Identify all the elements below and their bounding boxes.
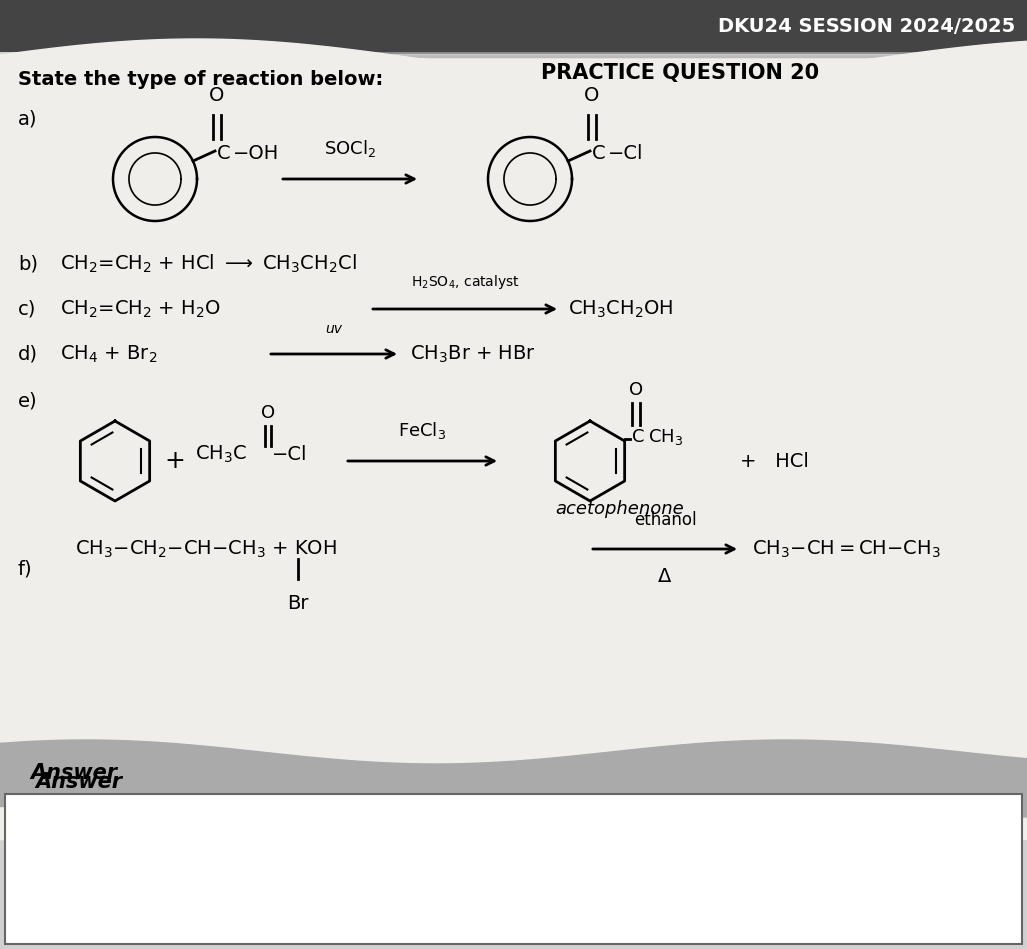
Text: −Cl: −Cl	[272, 444, 307, 463]
Text: Br: Br	[288, 594, 309, 613]
Text: CH$_2$=CH$_2$ + HCl $\longrightarrow$ CH$_3$CH$_2$Cl: CH$_2$=CH$_2$ + HCl $\longrightarrow$ CH…	[60, 252, 356, 275]
Text: e): e)	[18, 392, 38, 411]
Text: CH$_3$: CH$_3$	[648, 427, 683, 447]
Bar	[0, 59, 1027, 759]
Text: O: O	[584, 86, 600, 105]
Text: +   HCl: + HCl	[740, 452, 809, 471]
Text: O: O	[629, 381, 643, 399]
Text: acetophenone: acetophenone	[555, 500, 684, 518]
Text: ethanol: ethanol	[634, 511, 696, 529]
Text: c): c)	[18, 300, 36, 319]
Text: CH$_2$=CH$_2$ + H$_2$O: CH$_2$=CH$_2$ + H$_2$O	[60, 298, 221, 320]
Text: PRACTICE QUESTION 20: PRACTICE QUESTION 20	[541, 63, 820, 83]
Text: CH$_3$−CH$=$CH−CH$_3$: CH$_3$−CH$=$CH−CH$_3$	[752, 538, 941, 560]
Text: Answer: Answer	[30, 763, 117, 783]
Text: f): f)	[18, 560, 33, 579]
Text: H$_2$SO$_4$, catalyst: H$_2$SO$_4$, catalyst	[411, 273, 520, 291]
Text: O: O	[210, 86, 225, 105]
Bar	[5, 794, 1022, 944]
Text: CH$_3$C: CH$_3$C	[195, 443, 248, 465]
Text: CH$_3$Br + HBr: CH$_3$Br + HBr	[410, 344, 536, 364]
Text: uv: uv	[326, 322, 342, 336]
Text: C: C	[217, 143, 231, 162]
Text: +: +	[164, 449, 186, 473]
Text: $\Delta$: $\Delta$	[657, 567, 673, 586]
Text: Answer: Answer	[35, 772, 122, 792]
Bar	[330, 52, 1027, 94]
Text: CH$_3$−CH$_2$−CH−CH$_3$ + KOH: CH$_3$−CH$_2$−CH−CH$_3$ + KOH	[75, 538, 337, 560]
Text: O: O	[261, 404, 275, 422]
Text: b): b)	[18, 254, 38, 273]
Text: −OH: −OH	[233, 143, 279, 162]
Text: SOCl$_2$: SOCl$_2$	[324, 138, 376, 159]
Bar	[0, 0, 1027, 52]
Text: C: C	[592, 143, 606, 162]
Bar	[8, 804, 1019, 939]
Text: CH$_4$ + Br$_2$: CH$_4$ + Br$_2$	[60, 344, 157, 364]
Text: State the type of reaction below:: State the type of reaction below:	[18, 69, 383, 88]
Text: a): a)	[18, 109, 38, 128]
Text: FeCl$_3$: FeCl$_3$	[397, 420, 446, 441]
Text: DKU24 SESSION 2024/2025: DKU24 SESSION 2024/2025	[718, 16, 1015, 35]
Text: d): d)	[18, 344, 38, 363]
Text: −Cl: −Cl	[608, 143, 644, 162]
Text: CH$_3$CH$_2$OH: CH$_3$CH$_2$OH	[568, 298, 674, 320]
Text: C: C	[632, 428, 645, 446]
